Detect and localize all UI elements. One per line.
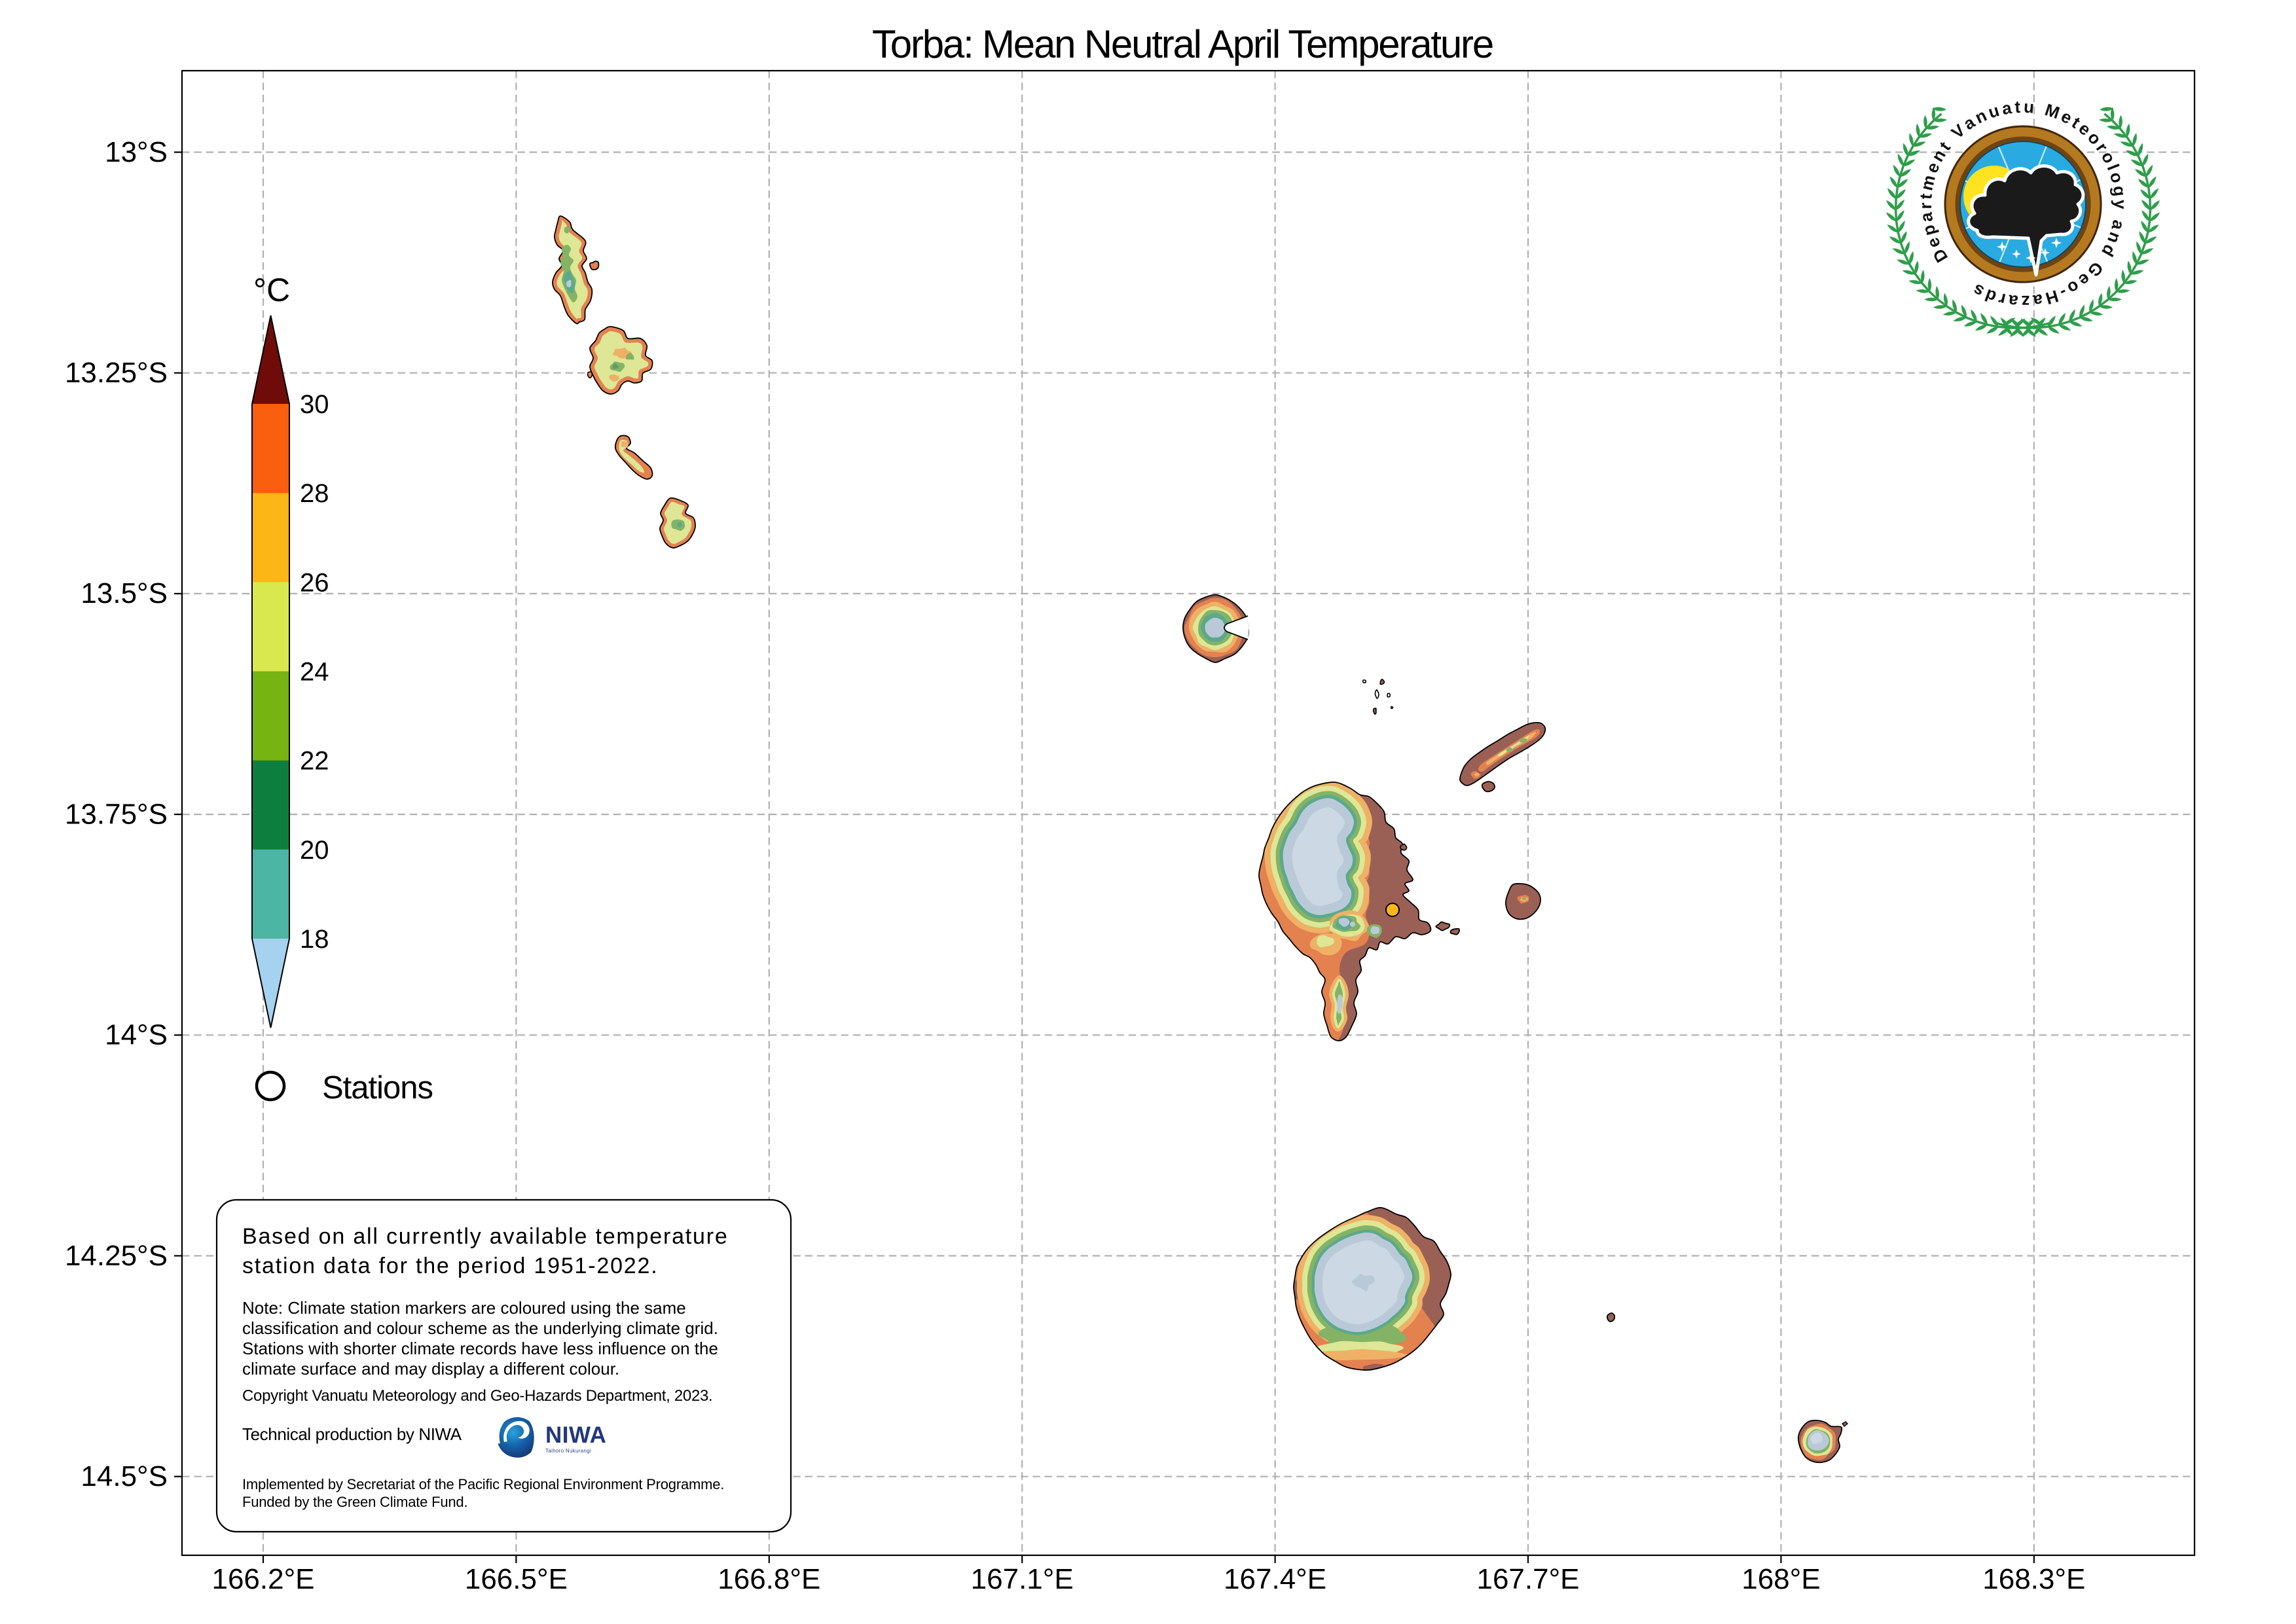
svg-text:Note: Climate station markers: Note: Climate station markers are colour… <box>242 1298 686 1318</box>
svg-text:Implemented by Secretariat of: Implemented by Secretariat of the Pacifi… <box>242 1476 724 1492</box>
svg-text:13.25°S: 13.25°S <box>65 357 168 389</box>
svg-text:Stations with shorter climate: Stations with shorter climate records ha… <box>242 1339 718 1358</box>
svg-text:r: r <box>1916 200 1935 209</box>
svg-text:24: 24 <box>300 658 329 687</box>
svg-text:t: t <box>2014 97 2024 117</box>
svg-text:Torba: Mean Neutral April Temp: Torba: Mean Neutral April Temperature <box>872 22 1493 66</box>
svg-text:t: t <box>1916 190 1936 200</box>
svg-text:22: 22 <box>300 747 329 776</box>
svg-text:28: 28 <box>300 479 329 508</box>
svg-text:a: a <box>1916 209 1937 223</box>
svg-text:°C: °C <box>253 272 290 308</box>
svg-text:Technical production by NIWA: Technical production by NIWA <box>242 1424 462 1444</box>
svg-text:z: z <box>2019 292 2030 312</box>
svg-text:climate surface and may displa: climate surface and may display a differ… <box>242 1359 619 1379</box>
svg-text:167.4°E: 167.4°E <box>1224 1563 1326 1595</box>
svg-text:30: 30 <box>300 390 329 419</box>
svg-text:14.5°S: 14.5°S <box>81 1460 168 1492</box>
svg-text:13°S: 13°S <box>105 136 168 168</box>
svg-text:Based on all currently availab: Based on all currently available tempera… <box>242 1224 729 1249</box>
svg-text:13.5°S: 13.5°S <box>81 577 168 609</box>
svg-text:14°S: 14°S <box>105 1019 168 1051</box>
svg-text:166.5°E: 166.5°E <box>465 1563 568 1595</box>
svg-text:167.1°E: 167.1°E <box>971 1563 1074 1595</box>
svg-text:Copyright Vanuatu Meteorology: Copyright Vanuatu Meteorology and Geo-Ha… <box>242 1387 712 1405</box>
svg-text:Funded by the Green Climate Fu: Funded by the Green Climate Fund. <box>242 1494 467 1510</box>
svg-text:g: g <box>2109 185 2130 200</box>
svg-text:167.7°E: 167.7°E <box>1476 1563 1579 1595</box>
svg-text:26: 26 <box>300 568 329 597</box>
svg-text:Stations: Stations <box>322 1070 433 1106</box>
svg-text:u: u <box>2023 97 2037 117</box>
svg-text:Taihoro Nukurangi: Taihoro Nukurangi <box>545 1448 591 1454</box>
svg-text:166.2°E: 166.2°E <box>211 1563 314 1595</box>
svg-text:20: 20 <box>300 836 329 865</box>
svg-text:168.3°E: 168.3°E <box>1982 1563 2085 1595</box>
svg-text:station data for the period 19: station data for the period 1951-2022. <box>242 1254 658 1278</box>
svg-text:168°E: 168°E <box>1741 1563 1820 1595</box>
svg-text:a: a <box>2005 291 2019 312</box>
svg-text:NIWA: NIWA <box>545 1422 606 1448</box>
svg-text:classification and colour sche: classification and colour scheme as the … <box>242 1318 718 1338</box>
svg-text:a: a <box>2030 290 2044 311</box>
svg-text:y: y <box>2111 200 2130 212</box>
svg-text:14.25°S: 14.25°S <box>65 1240 168 1272</box>
svg-text:r: r <box>1994 289 2007 310</box>
svg-text:a: a <box>2001 98 2016 118</box>
svg-text:166.8°E: 166.8°E <box>718 1563 820 1595</box>
svg-text:18: 18 <box>300 925 329 954</box>
svg-text:13.75°S: 13.75°S <box>65 798 168 830</box>
